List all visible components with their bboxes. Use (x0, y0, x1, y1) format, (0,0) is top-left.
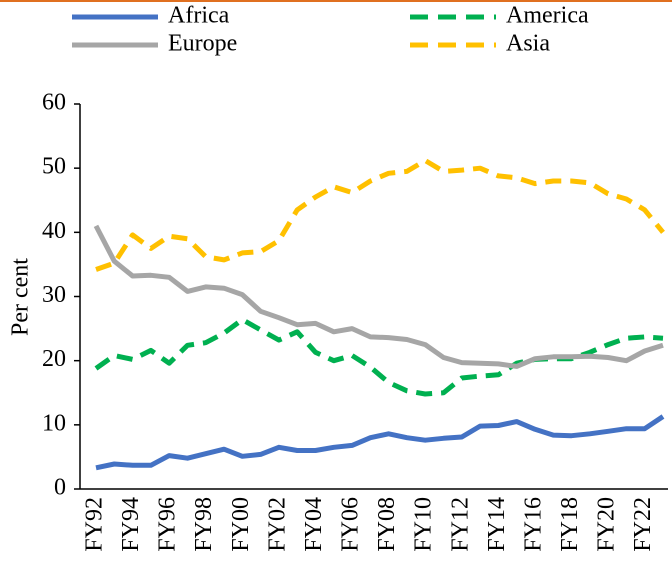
y-tick-label: 40 (42, 218, 66, 244)
y-tick-label: 60 (42, 90, 66, 116)
series-line (95, 158, 665, 272)
x-tick-label: FY12 (447, 497, 473, 552)
series-line (93, 224, 664, 369)
series-line (95, 414, 665, 471)
y-axis-label: Per cent (8, 258, 34, 336)
x-tick-label: FY96 (155, 497, 181, 552)
y-tick-label: 20 (42, 346, 66, 372)
x-tick-label: FY20 (594, 497, 620, 552)
y-tick-label: 30 (42, 282, 66, 308)
x-tick-label: FY14 (484, 497, 510, 552)
x-tick-label: FY18 (557, 497, 583, 552)
y-tick-label: 10 (42, 410, 66, 436)
x-tick-label: FY00 (228, 497, 254, 552)
legend-label: America (506, 3, 589, 29)
x-tick-label: FY92 (82, 497, 108, 552)
x-tick-label: FY10 (411, 497, 437, 552)
x-tick-label: FY98 (191, 497, 217, 552)
x-tick-label: FY02 (264, 497, 290, 552)
x-tick-label: FY04 (301, 497, 327, 552)
x-tick-label: FY06 (338, 497, 364, 552)
x-tick-label: FY94 (118, 497, 144, 552)
legend-label: Africa (168, 3, 230, 29)
x-tick-label: FY16 (520, 497, 546, 552)
legend-label: Asia (506, 31, 550, 57)
x-tick-label: FY08 (374, 497, 400, 552)
x-tick-label: FY22 (630, 497, 656, 552)
legend-label: Europe (168, 31, 237, 57)
y-tick-label: 0 (54, 475, 66, 501)
y-tick-label: 50 (42, 154, 66, 180)
